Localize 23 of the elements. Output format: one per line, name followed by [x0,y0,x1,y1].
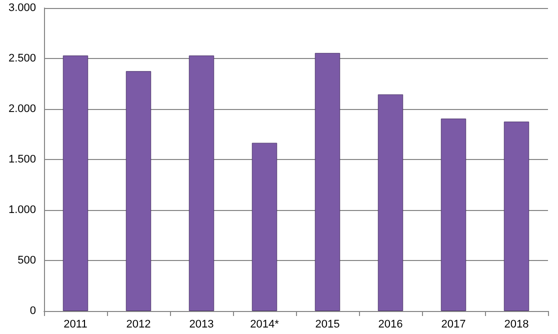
bar [188,55,214,311]
y-tick-label: 0 [30,305,36,317]
x-tick-label: 2017 [441,318,466,330]
bar [504,122,530,311]
y-tick-label: 3.000 [8,2,36,14]
x-tick-label: 2015 [315,318,340,330]
x-tick-label: 2012 [126,318,151,330]
bar [440,118,466,311]
bar [62,55,88,311]
bar [252,142,278,311]
y-tick-label: 1.500 [8,154,36,166]
x-tick-label: 2016 [378,318,403,330]
x-tick-label: 2011 [64,318,88,330]
y-tick-label: 2.500 [8,52,36,64]
x-tick-label: 2014* [250,318,280,330]
bar [314,52,340,311]
y-tick-label: 500 [18,254,36,266]
x-tick-label: 2013 [189,318,214,330]
x-tick-label: 2018 [504,318,529,330]
y-tick-label: 1.000 [8,204,36,216]
bar [126,71,152,311]
bar [378,94,404,311]
y-tick-label: 2.000 [8,103,36,115]
